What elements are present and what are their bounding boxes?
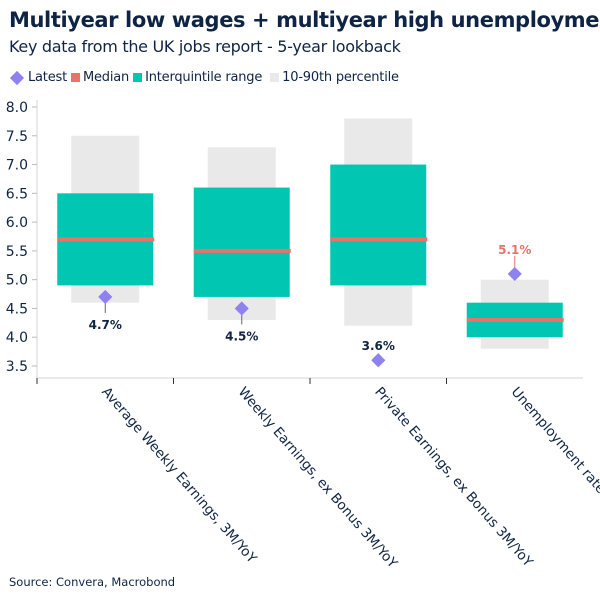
x-category-label: Private Earnings, ex Bonus 3M/YoY [371, 384, 536, 571]
y-tick-label: 4.5 [6, 301, 28, 317]
latest-value-label: 5.1% [498, 243, 531, 257]
y-tick-label: 5.0 [6, 273, 28, 289]
median-line [330, 237, 428, 242]
latest-value-label: 4.7% [89, 318, 122, 332]
interquintile-bar [193, 187, 290, 297]
y-tick-label: 7.0 [6, 158, 28, 174]
chart-subtitle: Key data from the UK jobs report - 5-yea… [9, 37, 401, 56]
x-category-label: Unemployment rate [508, 384, 600, 497]
legend-item-latest: Latest [9, 70, 67, 85]
median-line [57, 237, 155, 242]
median-line [193, 248, 291, 253]
swatch-icon [270, 73, 280, 82]
swatch-icon [133, 73, 143, 82]
latest-marker [234, 301, 249, 316]
legend-label: Interquintile range [145, 70, 263, 85]
y-tick-label: 4.0 [6, 330, 28, 346]
latest-marker [371, 353, 386, 368]
swatch-icon [70, 73, 80, 82]
interquintile-bar [330, 164, 427, 286]
latest-marker [507, 266, 522, 281]
legend-label: Latest [28, 70, 67, 85]
legend-item-p10-90: 10-90th percentile [266, 70, 399, 85]
y-tick-label: 6.0 [6, 215, 28, 231]
legend: Latest Median Interquintile range 10-90t… [9, 70, 403, 85]
x-category-label: Average Weekly Earnings, 3M/YoY [98, 384, 260, 567]
chart-title: Multiyear low wages + multiyear high une… [9, 8, 600, 32]
source-note: Source: Convera, Macrobond [9, 575, 176, 589]
y-tick-label: 7.5 [6, 129, 28, 145]
latest-value-label: 3.6% [362, 339, 395, 353]
y-tick-label: 5.5 [6, 244, 28, 260]
latest-value-label: 4.5% [225, 329, 258, 343]
y-tick-label: 8.0 [6, 100, 28, 116]
latest-marker [98, 289, 113, 305]
y-tick-label: 3.5 [6, 359, 28, 375]
y-tick-label: 6.5 [6, 186, 28, 202]
legend-item-median: Median [70, 70, 130, 85]
legend-label: Median [82, 70, 130, 85]
legend-label: 10-90th percentile [282, 70, 399, 85]
x-category-label: Weekly Earnings, ex Bonus 3M/YoY [235, 384, 401, 572]
legend-item-iqr: Interquintile range [133, 70, 262, 85]
median-line [466, 317, 564, 322]
